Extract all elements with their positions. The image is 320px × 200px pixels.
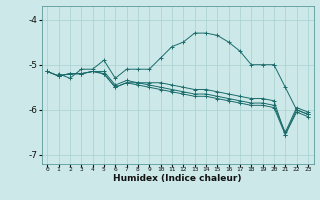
- X-axis label: Humidex (Indice chaleur): Humidex (Indice chaleur): [113, 174, 242, 183]
